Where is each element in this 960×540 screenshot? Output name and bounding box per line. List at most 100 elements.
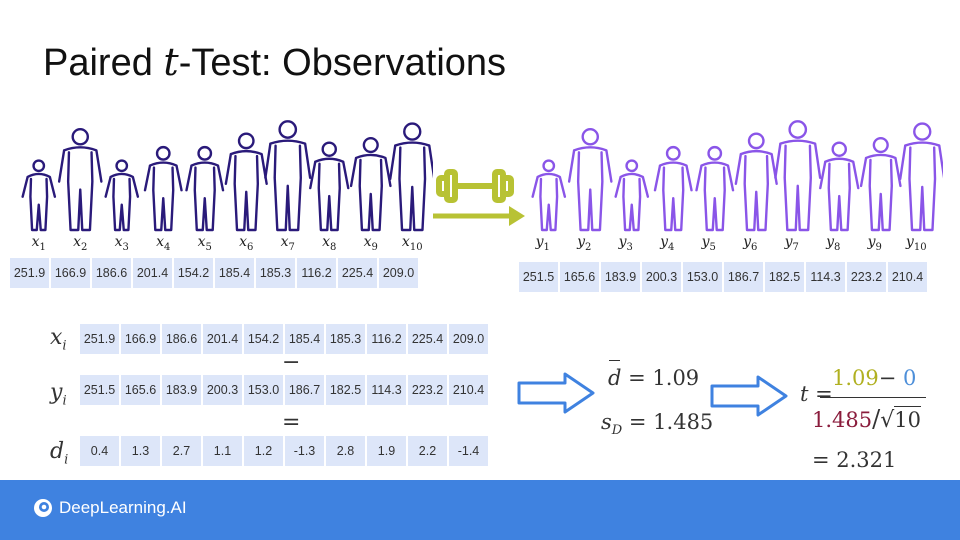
- yi-cell: 210.4: [449, 375, 488, 405]
- person-icon: [104, 159, 140, 232]
- di-row: 0.4 1.3 2.7 1.1 1.2 -1.3 2.8 1.9 2.2 -1.4: [80, 436, 488, 466]
- di-cell: 1.3: [121, 436, 160, 466]
- footer-bar: [0, 480, 960, 540]
- observation-label: y3: [618, 234, 633, 253]
- di-cell: 2.2: [408, 436, 447, 466]
- mean-difference: d = 1.09: [608, 360, 699, 390]
- t-denominator: 1.485/√10: [812, 405, 921, 433]
- xi-cell: 166.9: [121, 324, 160, 354]
- person-icon: [899, 122, 943, 232]
- yi-cell: 182.5: [326, 375, 365, 405]
- observation-label: x10: [401, 234, 423, 253]
- after-value-cell: 114.3: [806, 262, 845, 292]
- yi-cell: 165.6: [121, 375, 160, 405]
- observation-label: y10: [905, 234, 927, 253]
- after-value-cell: 182.5: [765, 262, 804, 292]
- after-value-cell: 165.6: [560, 262, 599, 292]
- person-icon: [567, 128, 613, 232]
- yi-row: 251.5 165.6 183.9 200.3 153.0 186.7 182.5 114.3…: [80, 375, 488, 405]
- di-cell: 1.2: [244, 436, 283, 466]
- after-value-cell: 183.9: [601, 262, 640, 292]
- person-icon: [614, 159, 650, 232]
- t-result: = 2.321: [812, 448, 897, 472]
- xi-cell: 201.4: [203, 324, 242, 354]
- yi-cell: 223.2: [408, 375, 447, 405]
- person-icon: [349, 136, 392, 232]
- arrow-icon: [517, 372, 595, 414]
- before-value-cell: 116.2: [297, 258, 336, 288]
- std-difference: sD = 1.485: [601, 410, 714, 439]
- yi-cell: 200.3: [203, 375, 242, 405]
- xi-label: xi: [50, 325, 67, 354]
- observation-label: y7: [784, 234, 799, 253]
- yi-cell: 251.5: [80, 375, 119, 405]
- after-value-cell: 210.4: [888, 262, 927, 292]
- yi-label: yi: [50, 380, 67, 409]
- observation-label: x5: [197, 234, 212, 253]
- observation-label: y8: [826, 234, 841, 253]
- after-values-row: 251.5 165.6 183.9 200.3 153.0 186.7 182.5 114.3…: [519, 262, 927, 292]
- logo-icon: [34, 499, 52, 517]
- equals-operator: =: [282, 410, 301, 435]
- di-cell: 1.9: [367, 436, 406, 466]
- page-title: Paired t-Test: Observations: [43, 40, 507, 84]
- before-value-cell: 251.9: [10, 258, 49, 288]
- person-icon: [653, 145, 693, 232]
- observation-label: x3: [114, 234, 129, 253]
- person-icon: [819, 141, 860, 232]
- xi-cell: 185.4: [285, 324, 324, 354]
- observation-label: y2: [577, 234, 592, 253]
- after-value-cell: 200.3: [642, 262, 681, 292]
- person-icon: [57, 128, 103, 232]
- person-icon: [264, 120, 312, 232]
- person-icon: [21, 159, 57, 232]
- brand-logo: DeepLearning.AI: [33, 498, 187, 518]
- person-icon: [224, 132, 268, 232]
- yi-cell: 114.3: [367, 375, 406, 405]
- xi-cell: 116.2: [367, 324, 406, 354]
- person-icon: [185, 145, 225, 232]
- y-labels: y1 y2 y3 y4 y5 y6 y7 y8 y9 y10: [522, 234, 937, 253]
- xi-cell: 251.9: [80, 324, 119, 354]
- before-value-cell: 154.2: [174, 258, 213, 288]
- before-values-row: 251.9 166.9 186.6 201.4 154.2 185.4 185.3 116.2…: [10, 258, 418, 288]
- before-value-cell: 185.4: [215, 258, 254, 288]
- xi-cell: 186.6: [162, 324, 201, 354]
- di-cell: -1.3: [285, 436, 324, 466]
- xi-cell: 225.4: [408, 324, 447, 354]
- after-people-figures: [531, 120, 943, 232]
- observation-label: x2: [73, 234, 88, 253]
- xi-cell: 209.0: [449, 324, 488, 354]
- xi-row: 251.9 166.9 186.6 201.4 154.2 185.4 185.3 116.2…: [80, 324, 488, 354]
- yi-cell: 153.0: [244, 375, 283, 405]
- after-value-cell: 223.2: [847, 262, 886, 292]
- observation-label: x4: [156, 234, 171, 253]
- before-value-cell: 166.9: [51, 258, 90, 288]
- before-value-cell: 185.3: [256, 258, 295, 288]
- pairing-arrow-icon: [433, 169, 525, 226]
- person-icon: [389, 122, 433, 232]
- xi-cell: 185.3: [326, 324, 365, 354]
- xi-cell: 154.2: [244, 324, 283, 354]
- person-icon: [859, 136, 902, 232]
- person-icon: [309, 141, 350, 232]
- observation-label: y4: [660, 234, 675, 253]
- observation-label: y9: [867, 234, 882, 253]
- person-icon: [695, 145, 735, 232]
- arrow-icon: [710, 375, 788, 417]
- after-value-cell: 251.5: [519, 262, 558, 292]
- observation-label: x7: [280, 234, 295, 253]
- di-cell: 2.7: [162, 436, 201, 466]
- after-value-cell: 186.7: [724, 262, 763, 292]
- yi-cell: 186.7: [285, 375, 324, 405]
- person-icon: [143, 145, 183, 232]
- fraction-bar: [820, 397, 926, 398]
- observation-label: y1: [535, 234, 550, 253]
- person-icon: [531, 159, 567, 232]
- di-cell: 1.1: [203, 436, 242, 466]
- after-value-cell: 153.0: [683, 262, 722, 292]
- t-numerator: 1.09− 0: [832, 366, 917, 390]
- observation-label: x9: [363, 234, 378, 253]
- di-cell: 2.8: [326, 436, 365, 466]
- before-value-cell: 225.4: [338, 258, 377, 288]
